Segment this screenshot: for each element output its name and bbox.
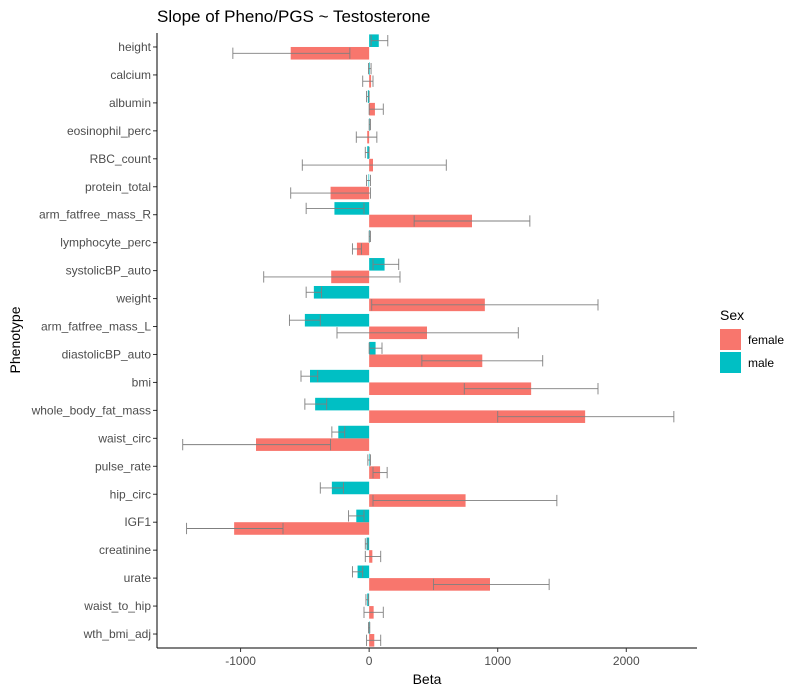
error-bar-male-arm_fatfree_mass_R	[305, 202, 365, 215]
bar-male-weight	[313, 285, 370, 299]
error-bar-female-arm_fatfree_mass_L	[336, 327, 519, 339]
x-tick-label: 1000	[484, 654, 511, 668]
error-bar-female-height	[232, 47, 351, 59]
error-bar-male-lymphocyte_perc	[368, 230, 371, 243]
y-tick-label: wth_bmi_adj	[83, 627, 151, 641]
error-bar-female-calcium	[362, 75, 374, 87]
bar-male-urate	[357, 565, 370, 579]
legend-title: Sex	[720, 307, 744, 323]
y-axis-title: Phenotype	[7, 306, 23, 373]
bar-male-hip_circ	[331, 481, 370, 495]
x-tick-label: 0	[366, 654, 373, 668]
error-bar-female-diastolicBP_auto	[421, 355, 544, 367]
y-tick-label: lymphocyte_perc	[60, 236, 151, 250]
bar-male-bmi	[310, 369, 370, 383]
bar-female-urate	[369, 578, 490, 591]
y-tick-label: waist_to_hip	[83, 599, 151, 613]
error-bar-male-wth_bmi_adj	[368, 622, 371, 634]
error-bar-female-urate	[432, 578, 550, 591]
y-tick-label: whole_body_fat_mass	[31, 403, 151, 417]
error-bar-female-IGF1	[186, 522, 284, 535]
y-tick-label: hip_circ	[110, 487, 151, 501]
error-bar-male-waist_to_hip	[365, 594, 369, 606]
y-tick-label: bmi	[132, 375, 151, 389]
error-bar-male-albumin	[366, 90, 370, 103]
bar-female-lymphocyte_perc	[356, 242, 370, 256]
y-tick-label: waist_circ	[97, 431, 151, 445]
error-bar-male-bmi	[300, 370, 319, 382]
error-bar-male-waist_circ	[331, 426, 346, 438]
bar-male-arm_fatfree_mass_L	[304, 313, 370, 327]
error-bar-female-systolicBP_auto	[263, 271, 401, 283]
y-tick-label: RBC_count	[90, 152, 152, 166]
error-bar-male-diastolicBP_auto	[368, 342, 383, 354]
y-tick-label: eosinophil_perc	[67, 124, 151, 138]
error-bar-male-hip_circ	[319, 482, 344, 494]
error-bar-male-eosinophil_perc	[368, 118, 371, 131]
bar-female-whole_body_fat_mass	[369, 410, 586, 423]
error-bar-male-systolicBP_auto	[372, 258, 400, 270]
legend-label-female: female	[748, 333, 784, 347]
y-tick-label: diastolicBP_auto	[62, 347, 152, 361]
y-tick-label: arm_fatfree_mass_R	[39, 208, 151, 222]
error-bar-male-RBC_count	[364, 146, 370, 159]
error-bar-male-weight	[305, 286, 323, 298]
y-tick-label: calcium	[110, 68, 151, 82]
error-bar-female-whole_body_fat_mass	[497, 411, 675, 423]
y-tick-label: urate	[124, 571, 152, 585]
legend-key-male	[720, 352, 741, 373]
error-bar-male-height	[370, 35, 389, 47]
error-bar-male-calcium	[368, 62, 372, 75]
x-tick-label: -1000	[225, 654, 256, 668]
error-bar-female-arm_fatfree_mass_R	[413, 215, 531, 227]
y-tick-label: pulse_rate	[95, 459, 151, 473]
error-bar-female-waist_circ	[182, 438, 332, 451]
error-bar-male-protein_total	[366, 174, 371, 187]
chart-title: Slope of Pheno/PGS ~ Testosterone	[157, 7, 430, 26]
y-tick-label: weight	[115, 292, 151, 306]
error-bar-female-RBC_count	[301, 159, 447, 171]
y-tick-label: protein_total	[85, 180, 151, 194]
error-bar-female-lymphocyte_perc	[351, 243, 362, 255]
error-bar-male-pulse_rate	[367, 454, 371, 466]
error-bar-male-IGF1	[348, 510, 365, 522]
error-bars-layer	[182, 35, 675, 646]
y-tick-label: IGF1	[124, 515, 151, 529]
error-bar-female-pulse_rate	[372, 466, 388, 479]
error-bar-female-wth_bmi_adj	[366, 634, 382, 646]
legend-label-male: male	[748, 356, 774, 370]
y-tick-label: height	[118, 40, 151, 54]
legend-key-female	[720, 329, 741, 350]
y-tick-label: albumin	[109, 96, 151, 110]
error-bar-female-protein_total	[290, 187, 371, 199]
bar-male-waist_circ	[338, 425, 370, 439]
axes-layer: height calcium albumin eosinophil_perc RBC_c…	[31, 33, 697, 668]
bars-layer	[234, 34, 586, 647]
x-tick-label: 2000	[613, 654, 640, 668]
bar-female-IGF1	[234, 522, 370, 535]
y-tick-label: creatinine	[99, 543, 151, 557]
error-bar-female-weight	[371, 299, 599, 311]
error-bar-male-creatinine	[364, 538, 369, 550]
error-bar-male-whole_body_fat_mass	[304, 398, 328, 410]
error-bar-female-bmi	[463, 383, 599, 395]
error-bar-female-eosinophil_perc	[355, 131, 378, 143]
error-bar-male-urate	[351, 566, 364, 578]
error-bar-female-albumin	[368, 103, 384, 115]
error-bar-female-waist_to_hip	[363, 606, 384, 619]
error-bar-female-creatinine	[364, 550, 382, 563]
error-bar-female-hip_circ	[372, 494, 558, 507]
bar-male-whole_body_fat_mass	[315, 397, 370, 411]
y-tick-label: arm_fatfree_mass_L	[41, 320, 151, 334]
x-axis-title: Beta	[413, 671, 442, 687]
bar-female-bmi	[369, 382, 532, 396]
y-tick-label: systolicBP_auto	[66, 264, 152, 278]
legend: Sex female male	[720, 307, 784, 373]
error-bar-male-arm_fatfree_mass_L	[288, 314, 321, 326]
